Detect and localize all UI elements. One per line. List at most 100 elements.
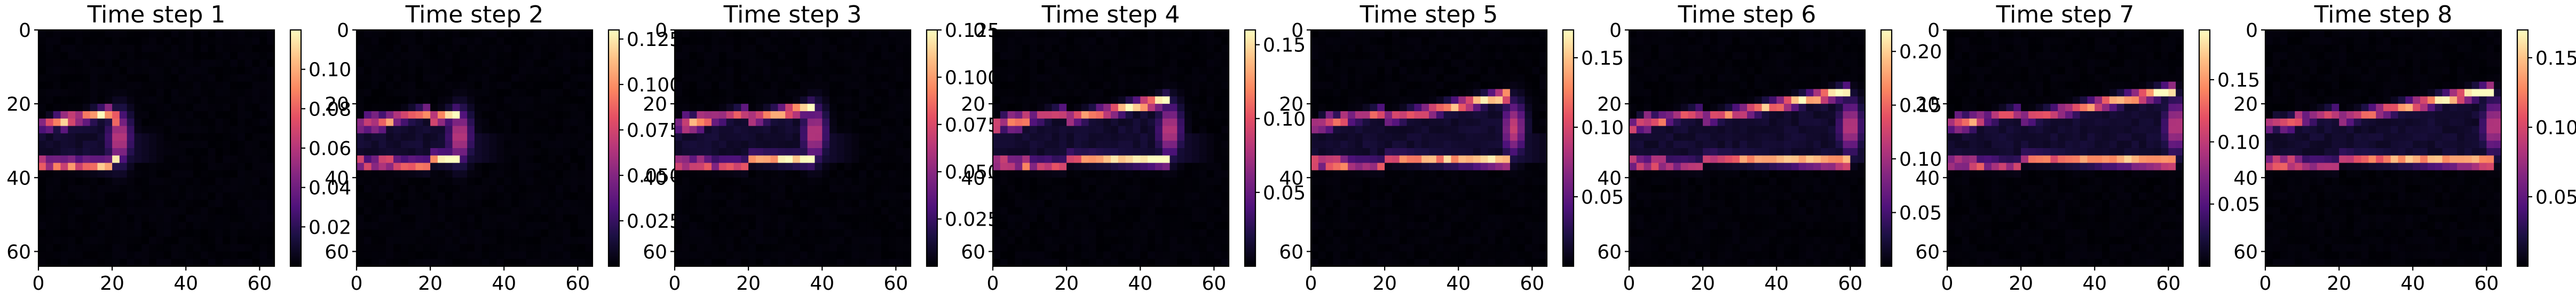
heatmap-cell [105, 251, 113, 259]
heatmap-cell [423, 111, 431, 119]
heatmap-cell [1311, 133, 1319, 141]
heatmap-cell [741, 207, 749, 215]
heatmap-cell [357, 177, 365, 186]
heatmap-cell [178, 133, 186, 141]
heatmap-cell [1517, 148, 1526, 156]
heatmap-cell [1199, 118, 1207, 127]
heatmap-cell [1333, 44, 1341, 53]
heatmap-cell [82, 141, 91, 149]
heatmap-cell [45, 236, 54, 245]
heatmap-cell [1073, 104, 1082, 112]
heatmap-cell [548, 199, 556, 208]
heatmap-cell [60, 59, 68, 67]
heatmap-cell [807, 104, 816, 112]
heatmap-cell [1103, 96, 1111, 104]
heatmap-cell [259, 59, 267, 67]
heatmap-cell [1221, 199, 1229, 208]
heatmap-cell [881, 67, 889, 75]
heatmap-cell [1059, 236, 1067, 245]
heatmap-cell [1362, 30, 1371, 38]
heatmap-cell [563, 192, 571, 200]
heatmap-cell [178, 89, 186, 97]
heatmap-cell [408, 192, 416, 200]
heatmap-cell [726, 126, 734, 134]
heatmap-cell [548, 185, 556, 193]
heatmap-cell [518, 170, 527, 178]
heatmap-cell [1162, 244, 1171, 252]
heatmap-cell [97, 155, 105, 164]
heatmap-cell [1059, 111, 1067, 119]
heatmap-cell [1362, 126, 1371, 134]
heatmap-cell [178, 126, 186, 134]
heatmap-cell [1015, 111, 1023, 119]
heatmap-cell [1044, 67, 1053, 75]
heatmap-cell [1088, 141, 1096, 149]
heatmap-cell [215, 126, 223, 134]
heatmap-cell [415, 155, 423, 164]
heatmap-cell [156, 126, 164, 134]
heatmap-cell [259, 111, 267, 119]
heatmap-cell [1007, 155, 1016, 164]
heatmap-cell [171, 259, 179, 267]
heatmap-cell [53, 104, 61, 112]
colorbar-frame [926, 29, 938, 267]
heatmap-cell [1421, 59, 1429, 67]
heatmap-cell [1392, 111, 1400, 119]
heatmap-cell [1473, 104, 1481, 112]
heatmap-cell [778, 74, 786, 82]
heatmap-cell [541, 89, 549, 97]
heatmap-cell [533, 177, 541, 186]
heatmap-cell [1325, 59, 1334, 67]
heatmap-cell [423, 177, 431, 186]
heatmap-cell [712, 155, 720, 164]
heatmap-cell [1125, 222, 1134, 230]
heatmap-cell [526, 118, 534, 127]
heatmap-cell [1385, 96, 1393, 104]
heatmap-cell [555, 170, 564, 178]
heatmap-cell [215, 96, 223, 104]
heatmap-cell [1421, 177, 1429, 186]
heatmap-cell [1177, 104, 1185, 112]
heatmap-cell [112, 81, 120, 90]
heatmap-cell [475, 67, 483, 75]
heatmap-cell [1532, 199, 1540, 208]
heatmap-cell [423, 59, 431, 67]
heatmap-cell [112, 244, 120, 252]
heatmap-cell [97, 222, 105, 230]
heatmap-cell [415, 104, 423, 112]
heatmap-cell [1355, 81, 1363, 90]
heatmap-cell [1385, 74, 1393, 82]
heatmap-cell [836, 207, 845, 215]
heatmap-cell [186, 192, 194, 200]
heatmap-cell [726, 185, 734, 193]
heatmap-cell [1118, 59, 1126, 67]
heatmap-cell [1103, 222, 1111, 230]
heatmap-cell [1007, 244, 1016, 252]
heatmap-cell [896, 74, 904, 82]
heatmap-cell [1073, 185, 1082, 193]
heatmap-cell [75, 222, 83, 230]
heatmap-cell [859, 236, 867, 245]
heatmap-cell [1133, 170, 1141, 178]
heatmap-cell [1399, 192, 1408, 200]
heatmap-cell [1221, 222, 1229, 230]
heatmap-cell [851, 81, 859, 90]
heatmap-cell [134, 44, 142, 53]
heatmap-cell [1480, 44, 1489, 53]
subplot-title: Time step 4 [1041, 1, 1180, 28]
heatmap-cell [1155, 148, 1163, 156]
heatmap-cell [866, 251, 874, 259]
heatmap-cell [526, 96, 534, 104]
heatmap-cell [415, 52, 423, 60]
heatmap-cell [171, 30, 179, 38]
heatmap-cell [127, 133, 135, 141]
heatmap-cell [1133, 118, 1141, 127]
heatmap-cell [1362, 104, 1371, 112]
heatmap-cell [1148, 148, 1156, 156]
heatmap-cell [127, 199, 135, 208]
heatmap-cell [851, 104, 859, 112]
heatmap-cell [836, 89, 845, 97]
heatmap-cell [533, 37, 541, 45]
heatmap-cell [60, 133, 68, 141]
heatmap-cell [518, 148, 527, 156]
